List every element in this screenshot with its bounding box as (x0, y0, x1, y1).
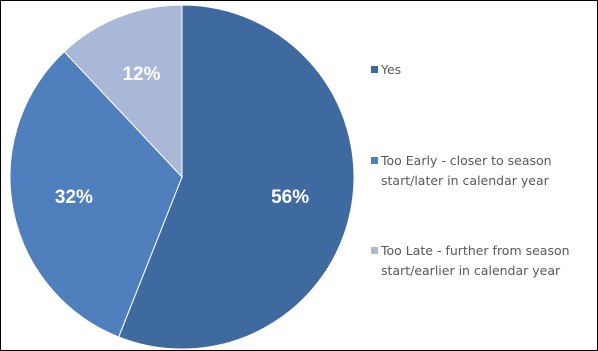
legend-item-0: Yes (371, 60, 597, 80)
slice-value-label-0: 56% (271, 187, 309, 208)
legend-item-2: Too Late - further from season start/earl… (371, 241, 597, 281)
legend-swatch-1 (371, 157, 378, 164)
legend-swatch-2 (371, 247, 378, 254)
legend-label-1-line-1: start/later in calendar year (381, 173, 549, 188)
legend-label-2-line-1: start/earlier in calendar year (381, 263, 561, 278)
slice-value-label-2: 12% (122, 64, 160, 85)
legend-item-1: Too Early - closer to season start/later … (371, 151, 597, 191)
legend: Yes Too Early - closer to season start/lat… (371, 1, 597, 350)
legend-swatch-0 (371, 66, 378, 73)
pie-slice-1 (9, 50, 183, 338)
legend-label-1-line-0: Too Early - closer to season (381, 153, 552, 168)
pie-slice-0 (118, 4, 355, 350)
legend-label-2-line-0: Too Late - further from season (381, 243, 570, 258)
pie-slice-2 (63, 4, 183, 179)
slice-value-label-1: 32% (55, 187, 93, 208)
pie-chart: 56% 32% 12% (9, 4, 355, 350)
legend-label-0-line-0: Yes (381, 62, 402, 77)
